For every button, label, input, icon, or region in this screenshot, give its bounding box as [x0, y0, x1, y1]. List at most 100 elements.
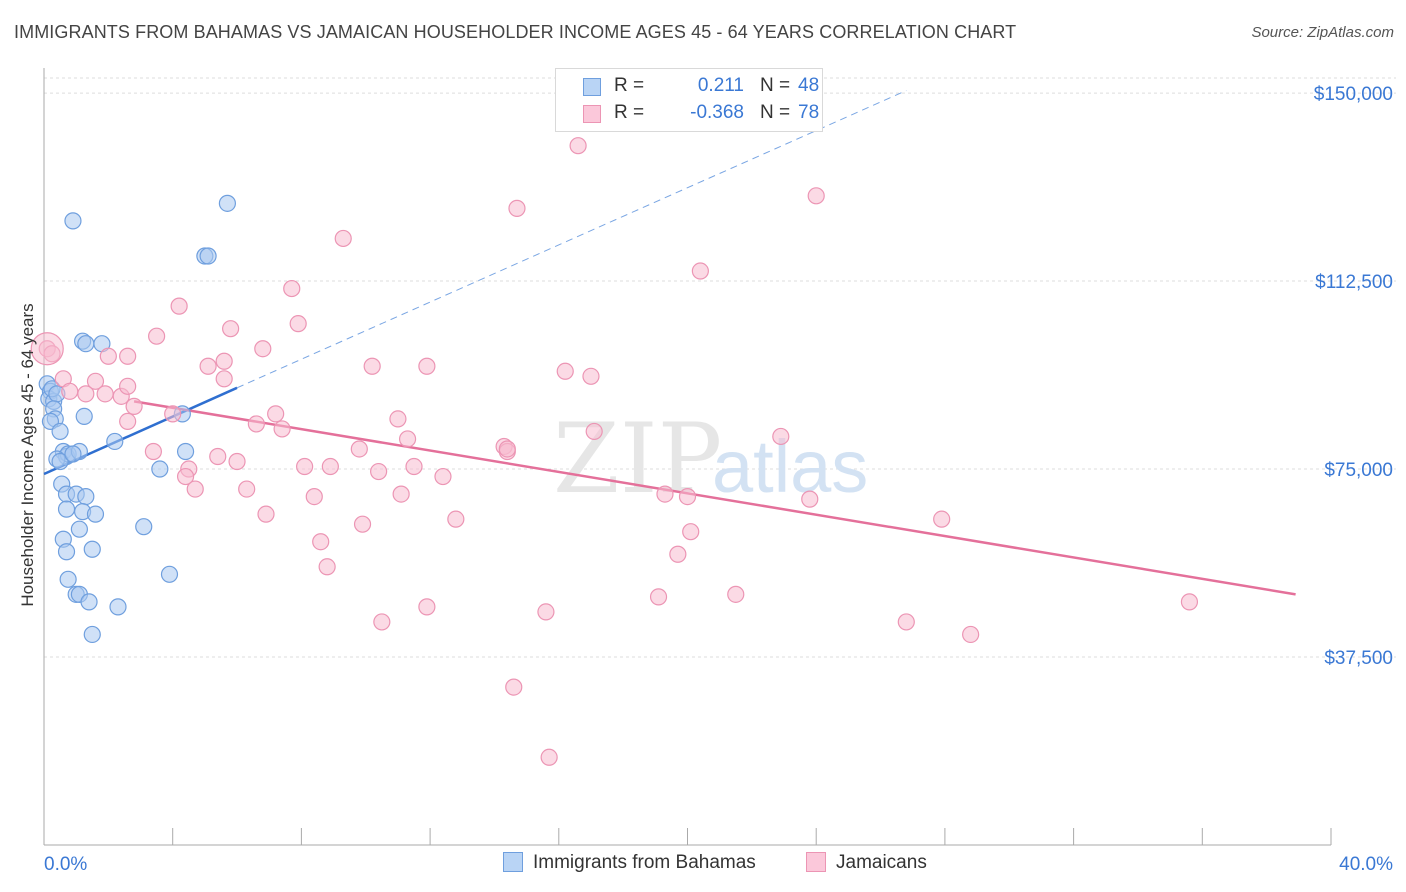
jamaican-point: [215, 370, 233, 388]
jamaican-point: [353, 515, 372, 533]
jamaican-point: [582, 367, 600, 385]
grid-lines: [44, 77, 1396, 658]
jamaican-point: [199, 357, 217, 375]
bahamas-point: [64, 212, 82, 230]
jamaican-point: [254, 340, 272, 358]
jamaican-point: [170, 297, 188, 315]
legend-r-label: R =: [614, 102, 645, 123]
jamaican-point: [363, 357, 381, 375]
bahamas-point: [80, 593, 98, 611]
jamaican-point: [540, 748, 558, 766]
bottom-legend-bahamas: Immigrants from Bahamas: [503, 852, 756, 874]
jamaican-point: [933, 510, 951, 528]
jamaican-point: [312, 533, 330, 551]
bahamas-point: [57, 500, 76, 518]
y-tick-label: $150,000: [1314, 84, 1393, 105]
legend-r-value: -0.368: [690, 102, 744, 123]
jamaican-point: [370, 462, 388, 481]
axes: [43, 68, 1332, 846]
jamaican-point: [318, 558, 336, 576]
jamaican-point: [215, 352, 233, 370]
jamaican-trend-line: [133, 400, 1296, 596]
bahamas-point: [64, 445, 82, 463]
jamaican-point: [537, 603, 555, 621]
jamaican-point: [125, 397, 143, 415]
bahamas-point: [77, 335, 95, 353]
jamaican-point: [96, 385, 114, 403]
jamaican-point: [389, 410, 407, 428]
source-credit: Source: ZipAtlas.com: [1251, 24, 1394, 41]
jamaican-point: [373, 613, 391, 631]
jamaican-point: [119, 412, 137, 431]
jamaican-point: [505, 678, 523, 696]
bahamas-point: [218, 194, 236, 212]
bahamas-point: [57, 543, 76, 561]
x-tick-label: 40.0%: [1339, 854, 1393, 875]
jamaican-point: [289, 315, 307, 333]
jamaican-point: [305, 488, 323, 506]
bahamas-point: [51, 422, 69, 441]
jamaican-point: [1180, 593, 1199, 611]
legend-swatch-blue: [583, 78, 601, 96]
jamaican-point: [498, 440, 516, 458]
jamaican-point: [222, 320, 240, 338]
jamaican-point: [334, 229, 352, 248]
jamaican-point: [257, 505, 275, 523]
jamaican-point: [99, 347, 117, 365]
bahamas-trend-line: [236, 90, 907, 389]
jamaican-point: [86, 372, 105, 390]
y-axis-label: Householder Income Ages 45 - 64 years: [18, 303, 37, 607]
bahamas-point: [51, 452, 69, 471]
jamaican-point: [176, 467, 195, 486]
jamaican-point: [649, 588, 668, 606]
jamaican-point: [186, 480, 204, 498]
legend-n-label: N =: [760, 75, 791, 96]
bottom-legend-label-pink: Jamaicans: [836, 852, 927, 873]
bottom-legend-swatch-pink: [806, 852, 826, 872]
jamaican-point: [556, 362, 574, 380]
legend-r-value: 0.211: [697, 75, 744, 96]
y-tick-label: $75,000: [1324, 460, 1393, 481]
bahamas-point: [151, 460, 169, 478]
jamaican-point: [405, 457, 423, 476]
watermark-zip: ZIP: [553, 403, 722, 515]
bottom-legend-jamaicans: Jamaicans: [806, 852, 927, 874]
legend-n-label: N =: [760, 102, 791, 123]
jamaican-point: [801, 490, 819, 508]
jamaican-point: [77, 385, 95, 403]
jamaican-point: [247, 415, 265, 433]
jamaican-point: [656, 485, 674, 503]
bahamas-point: [59, 570, 77, 588]
trend-lines: [43, 90, 1296, 596]
jamaican-point: [691, 262, 709, 280]
jamaican-point: [321, 457, 339, 476]
bahamas-point: [83, 625, 101, 644]
jamaican-point: [148, 327, 166, 345]
jamaican-point: [962, 625, 980, 644]
correlation-legend: R = 0.211 N = 48 R = -0.368 N = 78: [555, 68, 823, 132]
jamaican-point: [296, 457, 314, 476]
bahamas-point: [160, 565, 179, 583]
jamaican-point: [228, 452, 246, 471]
legend-n-value: 78: [798, 102, 820, 123]
watermark-atlas: atlas: [712, 425, 868, 508]
bottom-legend-swatch-blue: [503, 852, 523, 872]
y-tick-label: $37,500: [1324, 648, 1393, 669]
jamaican-point: [807, 187, 825, 205]
jamaican-point: [119, 347, 137, 365]
jamaican-point: [418, 357, 436, 375]
jamaican-point: [392, 485, 410, 503]
jamaican-point: [164, 405, 182, 423]
bahamas-point: [83, 540, 101, 558]
jamaican-point: [682, 523, 700, 541]
jamaican-point: [727, 585, 745, 603]
jamaican-point: [569, 137, 587, 155]
jamaican-point: [418, 598, 436, 616]
chart-title: IMMIGRANTS FROM BAHAMAS VS JAMAICAN HOUS…: [14, 22, 1017, 42]
jamaican-point: [398, 430, 417, 448]
bahamas-point: [199, 247, 217, 265]
jamaican-point: [678, 488, 697, 506]
legend-r-label: R =: [614, 75, 645, 96]
jamaican-point: [144, 442, 162, 461]
